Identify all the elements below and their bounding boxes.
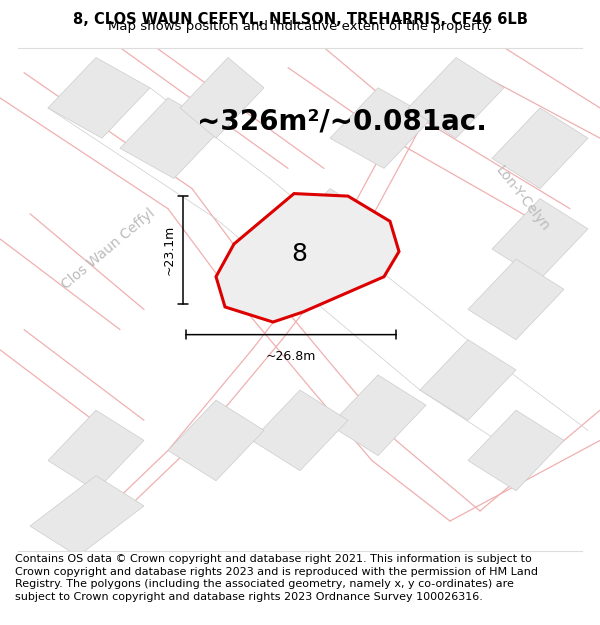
Text: 8, CLOS WAUN CEFFYL, NELSON, TREHARRIS, CF46 6LB: 8, CLOS WAUN CEFFYL, NELSON, TREHARRIS, … xyxy=(73,12,527,27)
Text: Map shows position and indicative extent of the property.: Map shows position and indicative extent… xyxy=(108,20,492,33)
Polygon shape xyxy=(282,189,378,269)
Text: 8: 8 xyxy=(292,242,307,266)
Polygon shape xyxy=(48,410,144,491)
Text: ~26.8m: ~26.8m xyxy=(266,350,316,362)
Polygon shape xyxy=(48,58,150,138)
Polygon shape xyxy=(120,98,222,179)
Text: Clos Waun Ceffyl: Clos Waun Ceffyl xyxy=(59,206,157,292)
Polygon shape xyxy=(168,400,264,481)
Polygon shape xyxy=(420,339,516,420)
Polygon shape xyxy=(492,108,588,189)
Polygon shape xyxy=(180,58,264,138)
Polygon shape xyxy=(330,88,432,168)
Text: ~23.1m: ~23.1m xyxy=(163,225,176,276)
Polygon shape xyxy=(216,229,312,309)
Polygon shape xyxy=(252,390,348,471)
Polygon shape xyxy=(468,410,564,491)
Text: Lon-Y-Celyn: Lon-Y-Celyn xyxy=(492,163,552,234)
Polygon shape xyxy=(30,476,144,556)
Polygon shape xyxy=(330,375,426,456)
Polygon shape xyxy=(468,259,564,339)
Polygon shape xyxy=(216,194,399,322)
Text: ~326m²/~0.081ac.: ~326m²/~0.081ac. xyxy=(197,108,487,136)
Text: Contains OS data © Crown copyright and database right 2021. This information is : Contains OS data © Crown copyright and d… xyxy=(15,554,538,602)
Polygon shape xyxy=(408,58,504,138)
Polygon shape xyxy=(492,199,588,279)
